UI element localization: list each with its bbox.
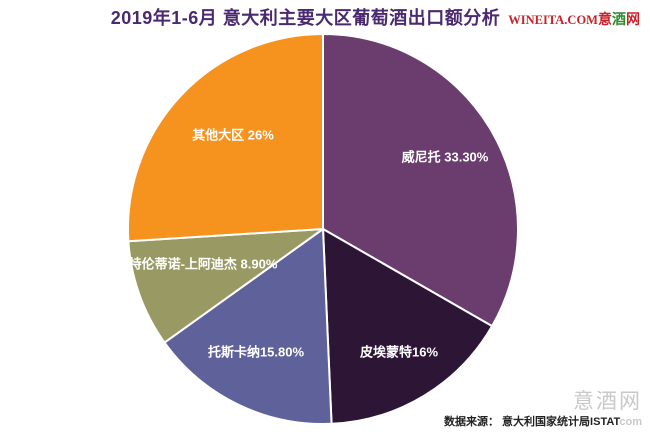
- pie-label-威尼托: 威尼托 33.30%: [402, 150, 489, 165]
- pie-slice-皮埃蒙特: [322, 228, 494, 425]
- watermark-text: 意酒网: [573, 390, 642, 413]
- pie-slice-威尼托: [322, 33, 520, 328]
- source-istat: ISTAT: [590, 416, 620, 428]
- header: 2019年1-6月 意大利主要大区葡萄酒出口额分析 WINEITA.COM意酒网: [0, 4, 650, 30]
- pie-slice-特伦蒂诺-上阿迪杰: [127, 228, 324, 344]
- footer: 意酒网 数据来源： 意大利国家统计局ISTATcom: [444, 391, 642, 429]
- wineita-logo: WINEITA.COM意酒网: [508, 9, 640, 29]
- watermark-suffix: com: [619, 416, 642, 428]
- logo-cn-1: 意: [598, 13, 612, 28]
- pie-label-皮埃蒙特: 皮埃蒙特16%: [359, 345, 438, 360]
- logo-cn-3: 网: [626, 13, 640, 28]
- pie-label-托斯卡纳: 托斯卡纳15.80%: [208, 345, 305, 360]
- pie-slice-其他大区: [126, 33, 324, 243]
- pie-label-特伦蒂诺-上阿迪杰: 特伦蒂诺-上阿迪杰 8.90%: [129, 257, 278, 272]
- logo-latin: WINEITA.COM: [508, 13, 598, 27]
- data-source-line: 数据来源： 意大利国家统计局ISTATcom: [444, 413, 642, 429]
- logo-cn-2: 酒: [612, 13, 626, 28]
- pie-slice-托斯卡纳: [163, 228, 333, 425]
- chart-title: 2019年1-6月 意大利主要大区葡萄酒出口额分析: [110, 8, 501, 28]
- pie-label-其他大区: 其他大区 26%: [192, 128, 274, 143]
- source-prefix: 数据来源： 意大利国家统计局: [443, 416, 591, 428]
